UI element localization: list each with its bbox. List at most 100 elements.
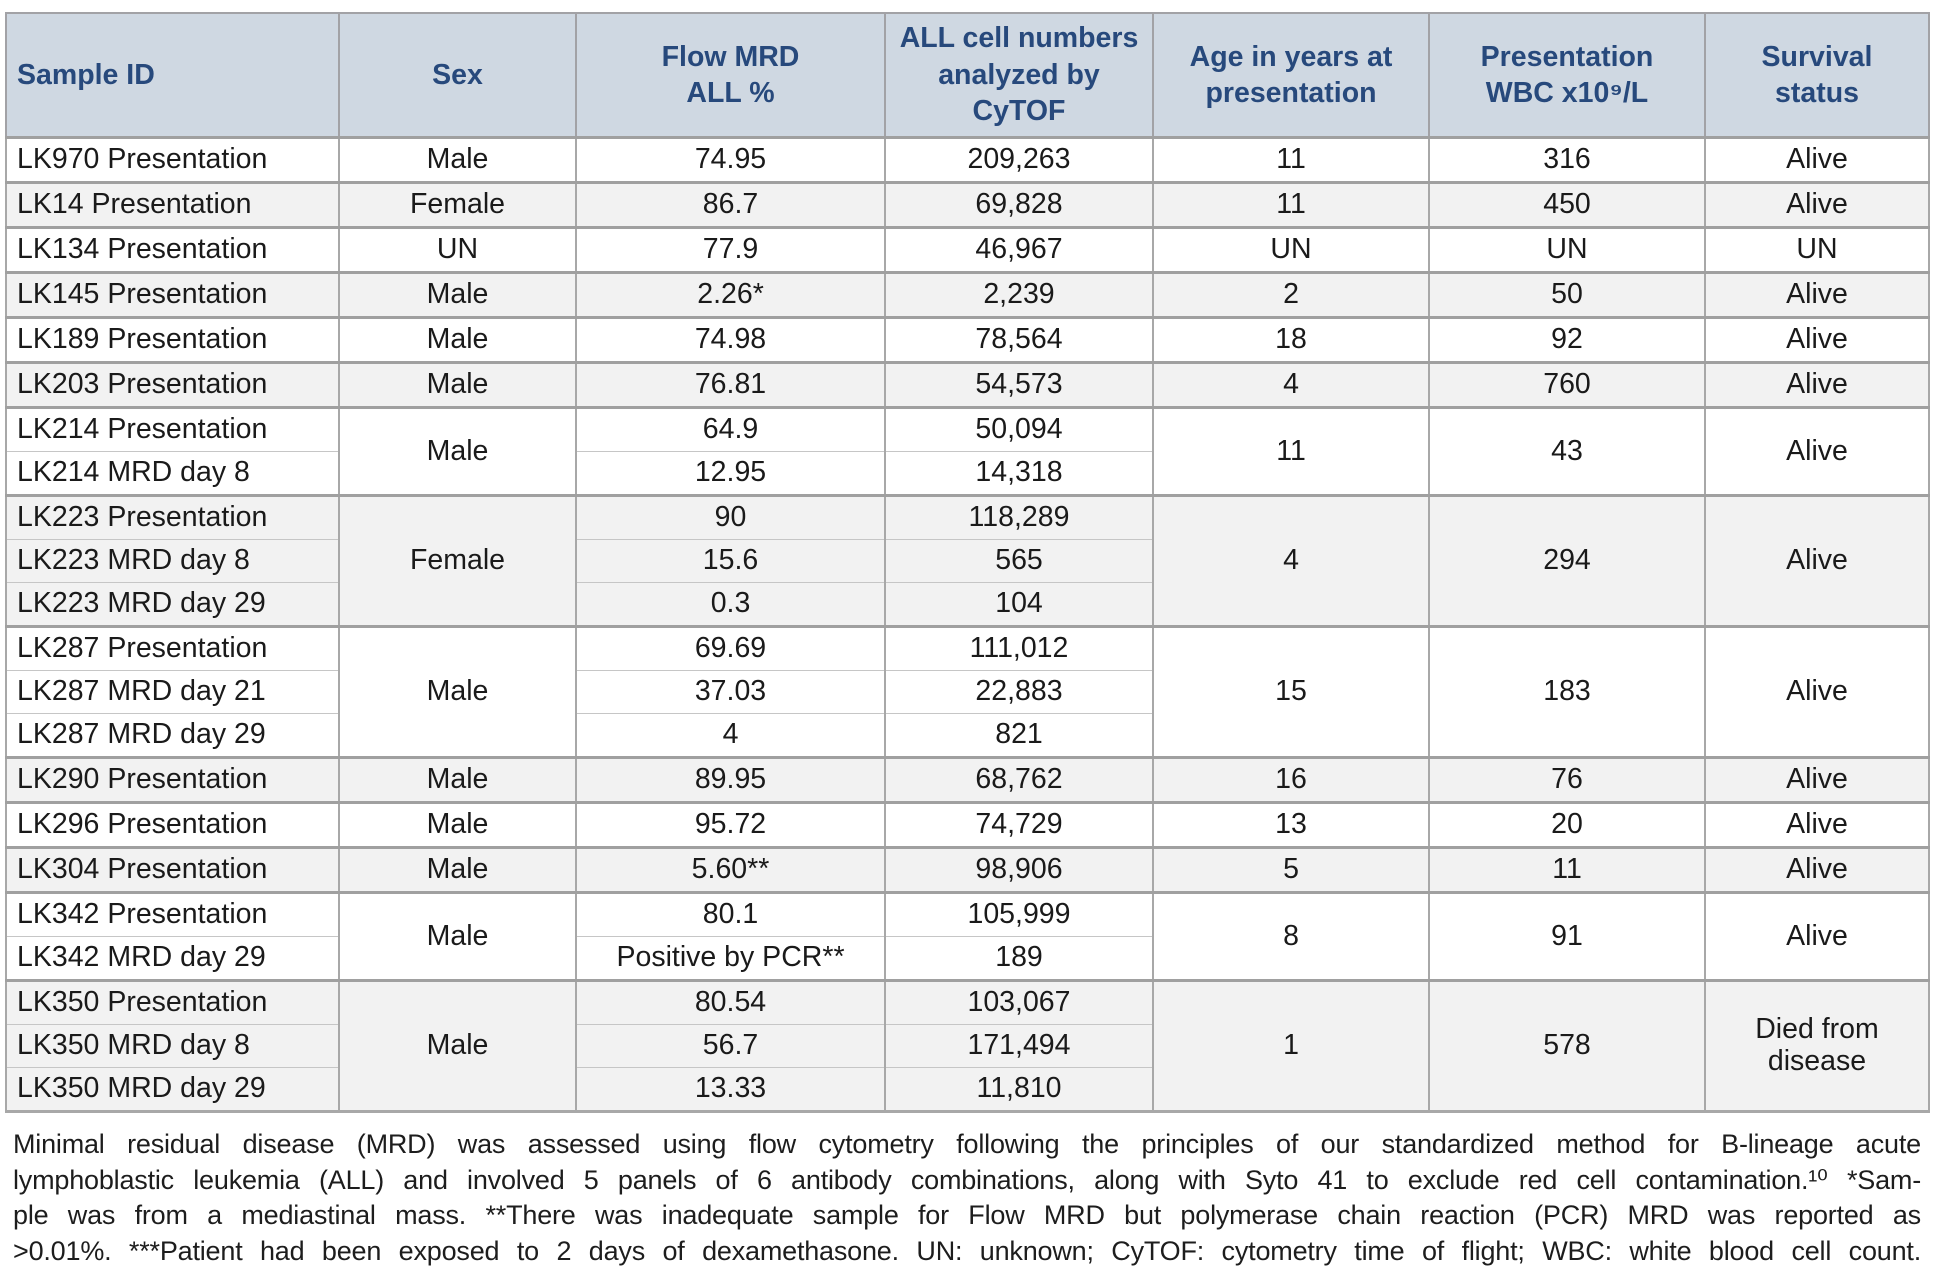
cell-count-cell: 171,494 — [885, 1025, 1153, 1068]
survival-cell: Alive — [1705, 803, 1929, 848]
table-header-row: Sample ID Sex Flow MRD ALL % ALL cell nu… — [6, 13, 1929, 138]
flow-mrd-cell: 0.3 — [576, 583, 885, 627]
wbc-cell: 760 — [1429, 363, 1705, 408]
sample-id-cell: LK287 MRD day 29 — [6, 714, 339, 758]
sample-id-cell: LK342 Presentation — [6, 893, 339, 937]
sample-id-cell: LK350 MRD day 8 — [6, 1025, 339, 1068]
sex-cell: Male — [339, 273, 576, 318]
age-cell: 1 — [1153, 981, 1429, 1112]
column-header-sample-id: Sample ID — [6, 13, 339, 138]
sample-id-cell: LK342 MRD day 29 — [6, 937, 339, 981]
column-header-cell-numbers: ALL cell numbers analyzed by CyTOF — [885, 13, 1153, 138]
age-cell: 11 — [1153, 138, 1429, 183]
sex-cell: UN — [339, 228, 576, 273]
flow-mrd-cell: 90 — [576, 496, 885, 540]
sample-id-cell: LK287 Presentation — [6, 627, 339, 671]
sex-cell: Male — [339, 318, 576, 363]
flow-mrd-cell: 74.98 — [576, 318, 885, 363]
age-cell: 13 — [1153, 803, 1429, 848]
survival-cell: Alive — [1705, 363, 1929, 408]
flow-mrd-cell: 77.9 — [576, 228, 885, 273]
wbc-cell: 183 — [1429, 627, 1705, 758]
survival-cell: Alive — [1705, 893, 1929, 981]
cell-count-cell: 104 — [885, 583, 1153, 627]
sex-cell: Male — [339, 138, 576, 183]
sex-cell: Male — [339, 408, 576, 496]
sample-id-cell: LK350 Presentation — [6, 981, 339, 1025]
flow-mrd-cell: 5.60** — [576, 848, 885, 893]
flow-mrd-cell: 4 — [576, 714, 885, 758]
flow-mrd-cell: 89.95 — [576, 758, 885, 803]
wbc-cell: 91 — [1429, 893, 1705, 981]
wbc-cell: 316 — [1429, 138, 1705, 183]
sex-cell: Male — [339, 627, 576, 758]
age-cell: 5 — [1153, 848, 1429, 893]
survival-cell: Alive — [1705, 496, 1929, 627]
age-cell: 16 — [1153, 758, 1429, 803]
flow-mrd-cell: 56.7 — [576, 1025, 885, 1068]
survival-cell: Alive — [1705, 627, 1929, 758]
age-cell: UN — [1153, 228, 1429, 273]
column-header-wbc: Presentation WBC x10⁹/L — [1429, 13, 1705, 138]
cell-count-cell: 69,828 — [885, 183, 1153, 228]
wbc-cell: 578 — [1429, 981, 1705, 1112]
sex-cell: Female — [339, 183, 576, 228]
survival-cell: Alive — [1705, 138, 1929, 183]
wbc-cell: 11 — [1429, 848, 1705, 893]
sample-id-cell: LK145 Presentation — [6, 273, 339, 318]
sample-id-cell: LK223 MRD day 8 — [6, 540, 339, 583]
cell-count-cell: 103,067 — [885, 981, 1153, 1025]
samples-table: Sample ID Sex Flow MRD ALL % ALL cell nu… — [5, 12, 1930, 1113]
column-header-age: Age in years at presentation — [1153, 13, 1429, 138]
cell-count-cell: 118,289 — [885, 496, 1153, 540]
footnote-line: lymphoblastic leukemia (ALL) and involve… — [13, 1163, 1921, 1199]
sex-cell: Male — [339, 981, 576, 1112]
age-cell: 4 — [1153, 496, 1429, 627]
age-cell: 11 — [1153, 183, 1429, 228]
age-cell: 2 — [1153, 273, 1429, 318]
column-header-flow-mrd: Flow MRD ALL % — [576, 13, 885, 138]
wbc-cell: 450 — [1429, 183, 1705, 228]
wbc-cell: 92 — [1429, 318, 1705, 363]
cell-count-cell: 78,564 — [885, 318, 1153, 363]
cell-count-cell: 105,999 — [885, 893, 1153, 937]
sex-cell: Male — [339, 363, 576, 408]
wbc-cell: UN — [1429, 228, 1705, 273]
cell-count-cell: 50,094 — [885, 408, 1153, 452]
sample-id-cell: LK296 Presentation — [6, 803, 339, 848]
flow-mrd-cell: 95.72 — [576, 803, 885, 848]
survival-cell: Died from disease — [1705, 981, 1929, 1112]
wbc-cell: 20 — [1429, 803, 1705, 848]
survival-cell: Alive — [1705, 848, 1929, 893]
cell-count-cell: 565 — [885, 540, 1153, 583]
sample-id-cell: LK223 MRD day 29 — [6, 583, 339, 627]
cell-count-cell: 111,012 — [885, 627, 1153, 671]
flow-mrd-cell: 12.95 — [576, 452, 885, 496]
sex-cell: Female — [339, 496, 576, 627]
age-cell: 18 — [1153, 318, 1429, 363]
flow-mrd-cell: 13.33 — [576, 1068, 885, 1112]
flow-mrd-cell: 80.1 — [576, 893, 885, 937]
cell-count-cell: 821 — [885, 714, 1153, 758]
footnote-line: Minimal residual disease (MRD) was asses… — [13, 1127, 1921, 1163]
cell-count-cell: 46,967 — [885, 228, 1153, 273]
sample-id-cell: LK14 Presentation — [6, 183, 339, 228]
cell-count-cell: 74,729 — [885, 803, 1153, 848]
survival-cell: Alive — [1705, 273, 1929, 318]
sample-id-cell: LK290 Presentation — [6, 758, 339, 803]
sample-id-cell: LK134 Presentation — [6, 228, 339, 273]
flow-mrd-cell: 76.81 — [576, 363, 885, 408]
